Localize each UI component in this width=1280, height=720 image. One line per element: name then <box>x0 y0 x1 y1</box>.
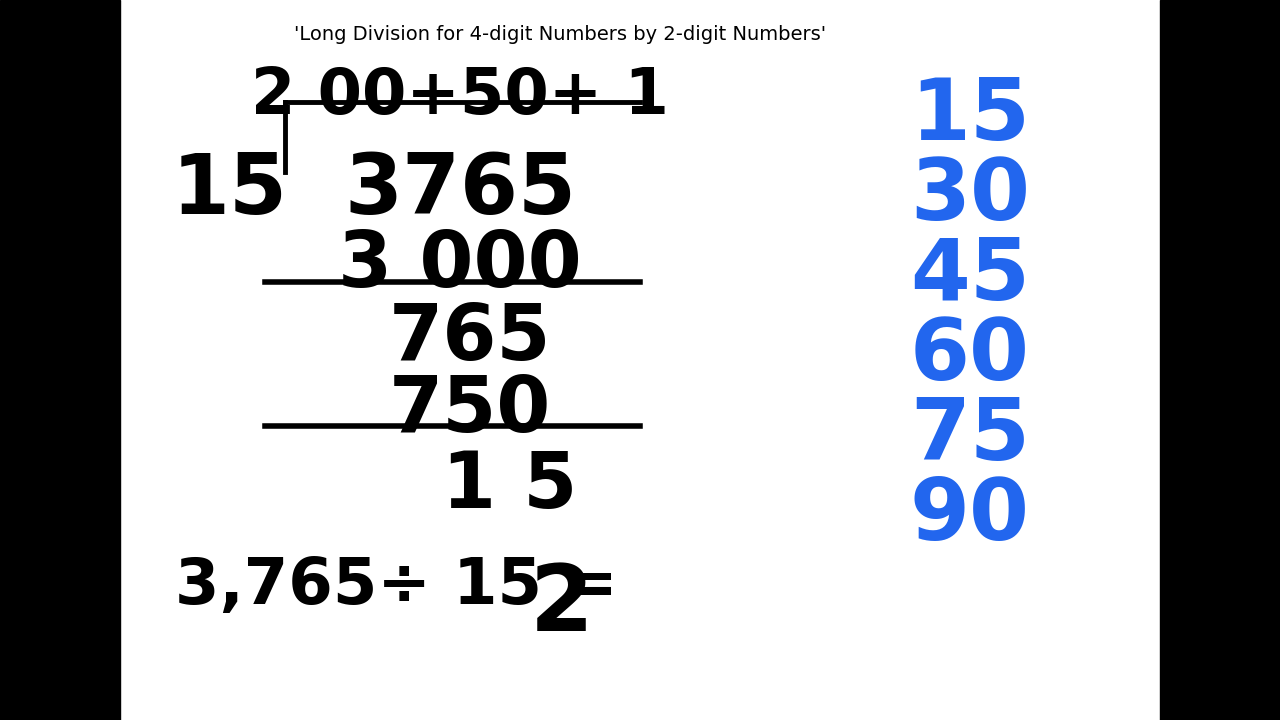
Text: 15: 15 <box>910 75 1030 158</box>
Text: 1 5: 1 5 <box>443 448 577 524</box>
Text: 75: 75 <box>910 395 1030 478</box>
Text: 'Long Division for 4-digit Numbers by 2-digit Numbers': 'Long Division for 4-digit Numbers by 2-… <box>294 25 826 44</box>
Text: 750: 750 <box>389 372 552 448</box>
Bar <box>0 0 120 720</box>
Text: 3,765÷ 15 =: 3,765÷ 15 = <box>175 555 618 617</box>
Text: 3765: 3765 <box>344 150 576 231</box>
Text: 2 00+50+ 1: 2 00+50+ 1 <box>251 65 669 127</box>
Text: 45: 45 <box>910 235 1030 318</box>
Text: 3 000: 3 000 <box>338 227 582 303</box>
Text: 60: 60 <box>910 315 1030 398</box>
Bar <box>1160 0 1280 720</box>
Text: 30: 30 <box>910 155 1030 238</box>
Text: 90: 90 <box>910 475 1030 558</box>
Text: 765: 765 <box>389 300 552 376</box>
Text: 2: 2 <box>530 560 594 650</box>
Text: 15: 15 <box>172 150 288 231</box>
